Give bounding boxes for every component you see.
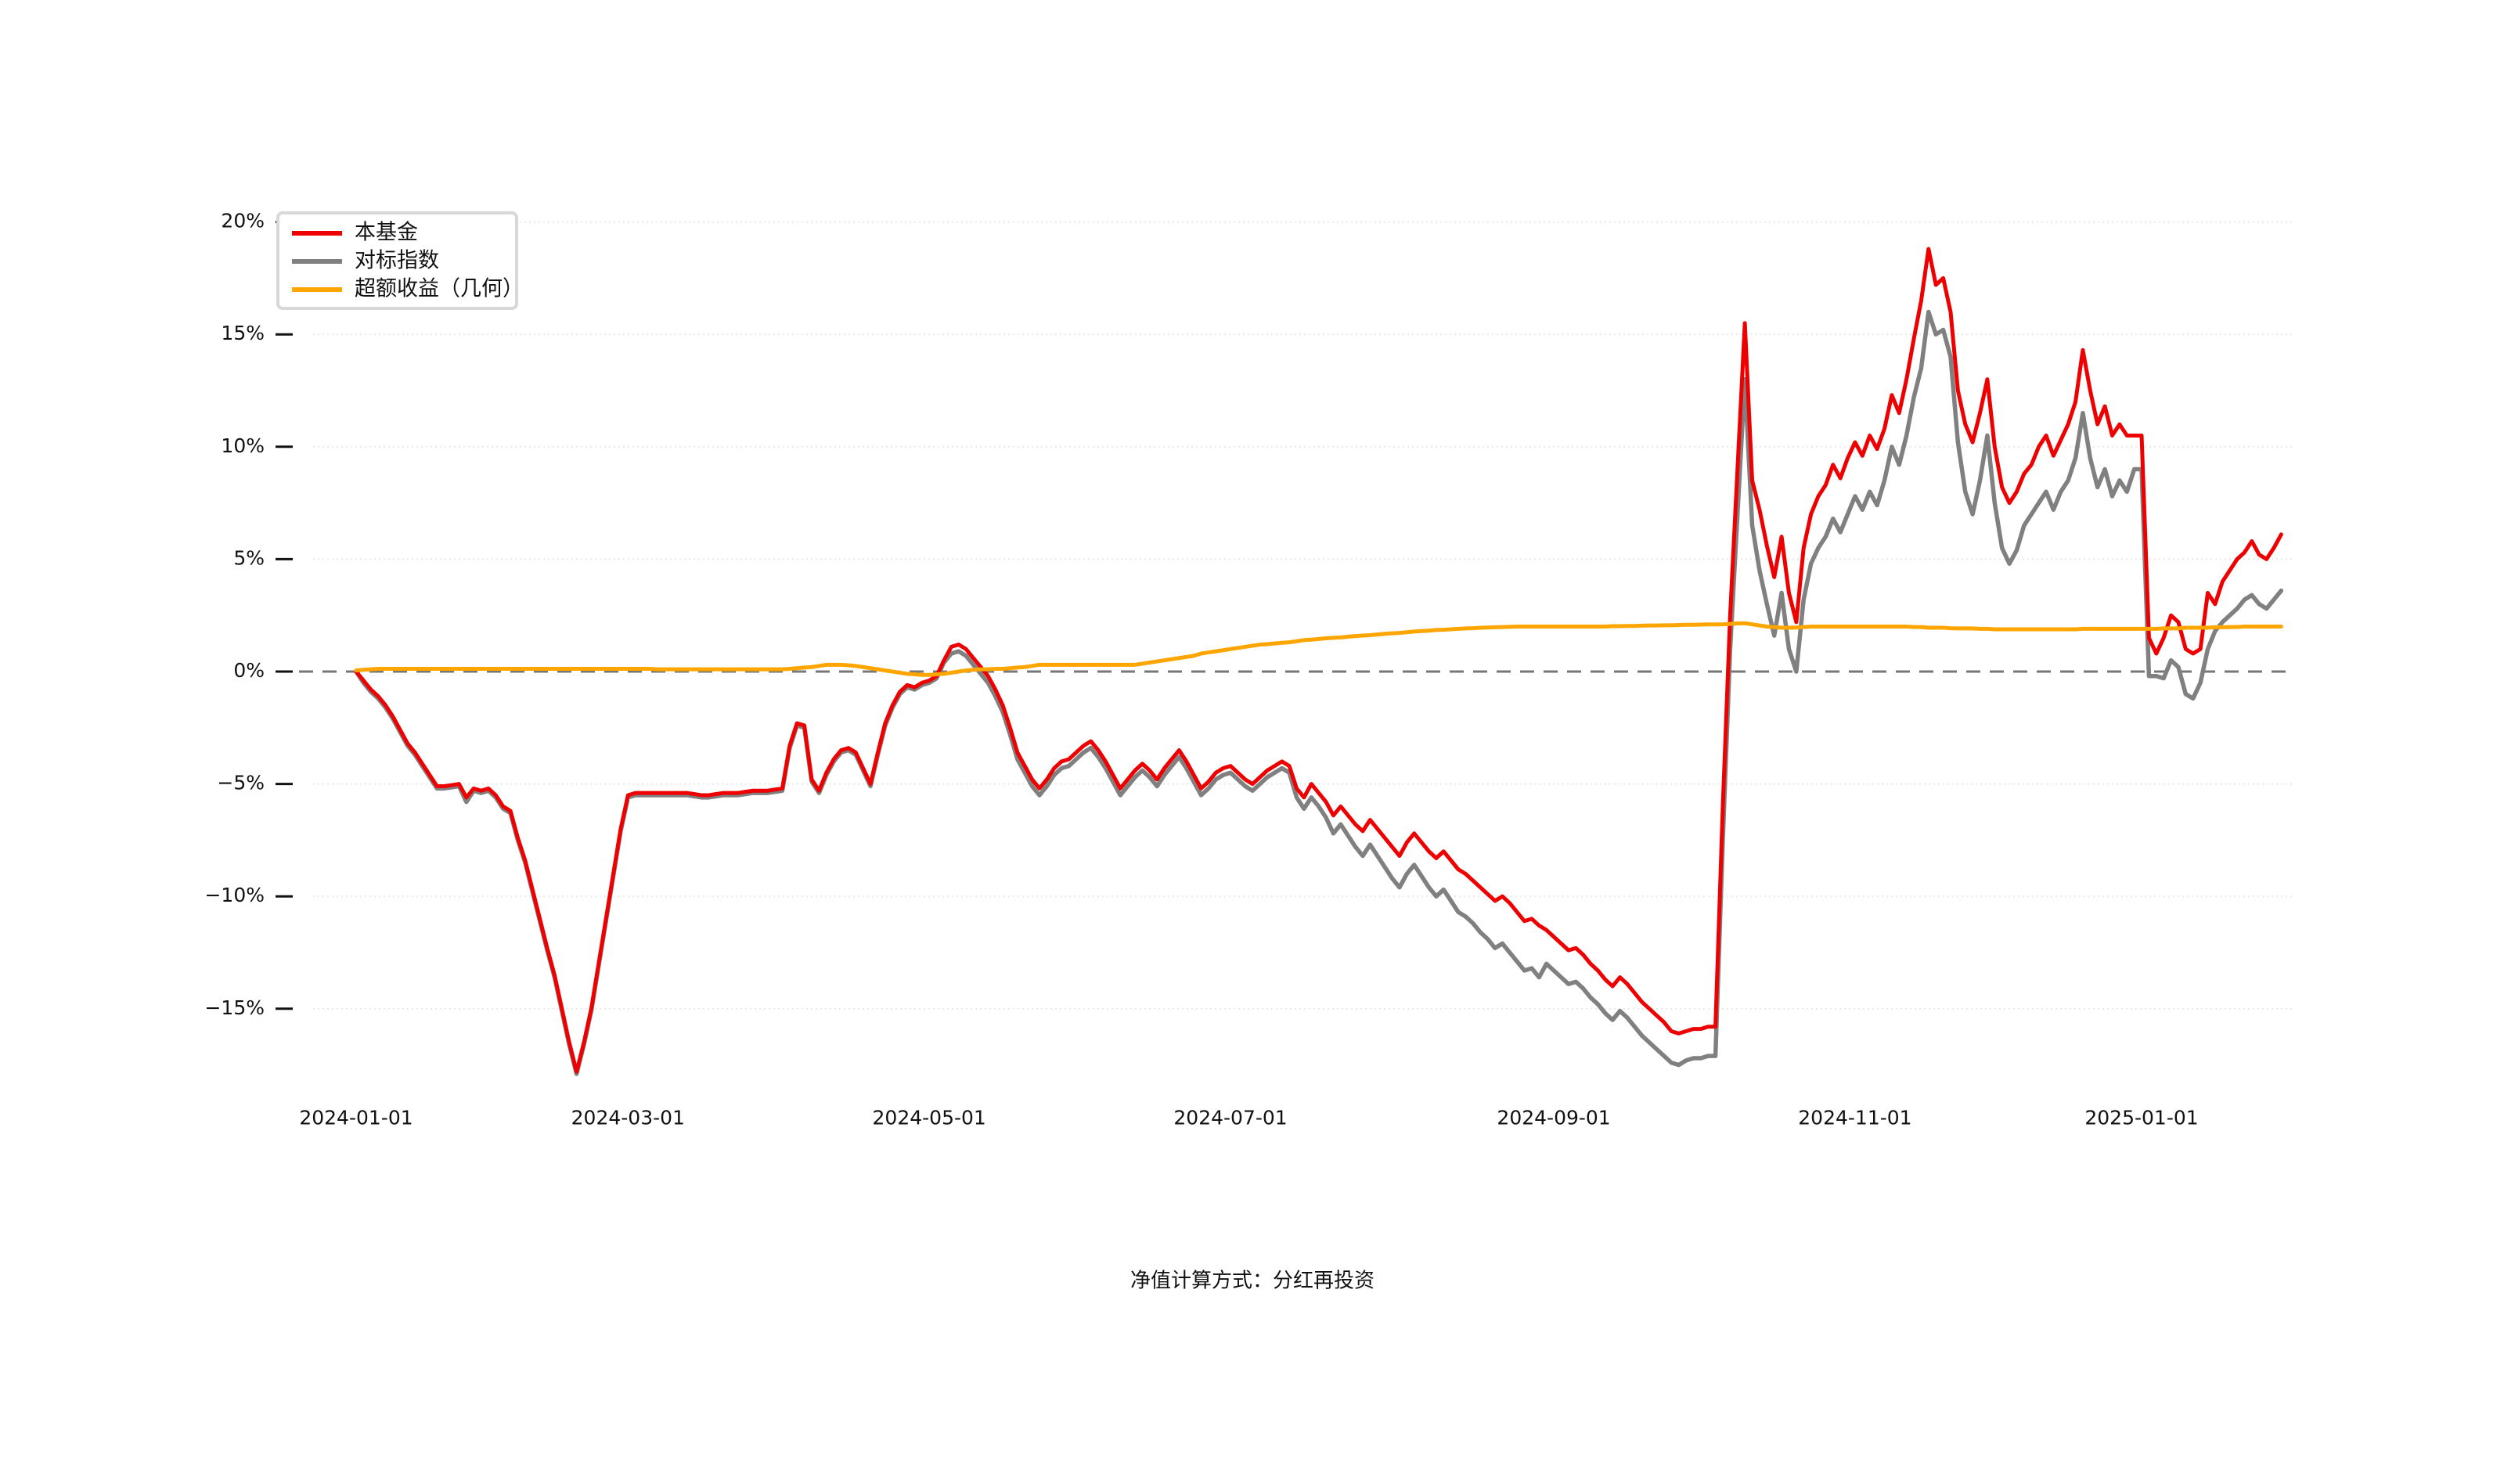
y-axis-tick-label: 5%: [233, 546, 265, 569]
y-axis-tick-label: −5%: [217, 772, 265, 794]
y-axis-tick-label: −10%: [204, 884, 265, 906]
y-axis-tick-label: 10%: [221, 434, 265, 457]
y-axis-ticks: 20% 15% 10% 5% 0% −5% −10% −15%: [204, 210, 293, 1019]
grid-lines: [313, 221, 2293, 1010]
series-line-benchmark: [354, 309, 2284, 1076]
series-line-excess: [354, 621, 2283, 677]
x-axis-tick-label: 2024-05-01: [873, 1106, 986, 1129]
x-axis-tick-label: 2024-07-01: [1173, 1106, 1287, 1129]
x-axis-tick-label: 2024-11-01: [1798, 1106, 1911, 1129]
x-axis-ticks: 2024-01-01 2024-03-01 2024-05-01 2024-07-01…: [299, 1106, 2198, 1129]
legend-box: [276, 211, 518, 310]
legend-label-1[interactable]: 对标指数: [355, 249, 439, 273]
x-axis-tick-label: 2024-09-01: [1497, 1106, 1610, 1129]
y-axis-tick-label: 0%: [233, 659, 265, 682]
legend-label-2[interactable]: 超额收益（几何）: [355, 277, 524, 301]
y-axis-tick-label: 20%: [221, 210, 265, 232]
x-axis-tick-label: 2024-03-01: [571, 1106, 685, 1129]
x-axis-tick-label: 2025-01-01: [2084, 1106, 2198, 1129]
legend-label-0[interactable]: 本基金: [355, 221, 418, 245]
y-axis-tick-label: 15%: [221, 322, 265, 344]
footer-note: 净值计算方式：分红再投资: [1130, 1270, 1374, 1293]
series-line-fund: [354, 247, 2283, 1074]
x-axis-tick-label: 2024-01-01: [299, 1106, 413, 1129]
y-axis-tick-label: −15%: [204, 996, 265, 1019]
series-lines: [354, 247, 2284, 1076]
